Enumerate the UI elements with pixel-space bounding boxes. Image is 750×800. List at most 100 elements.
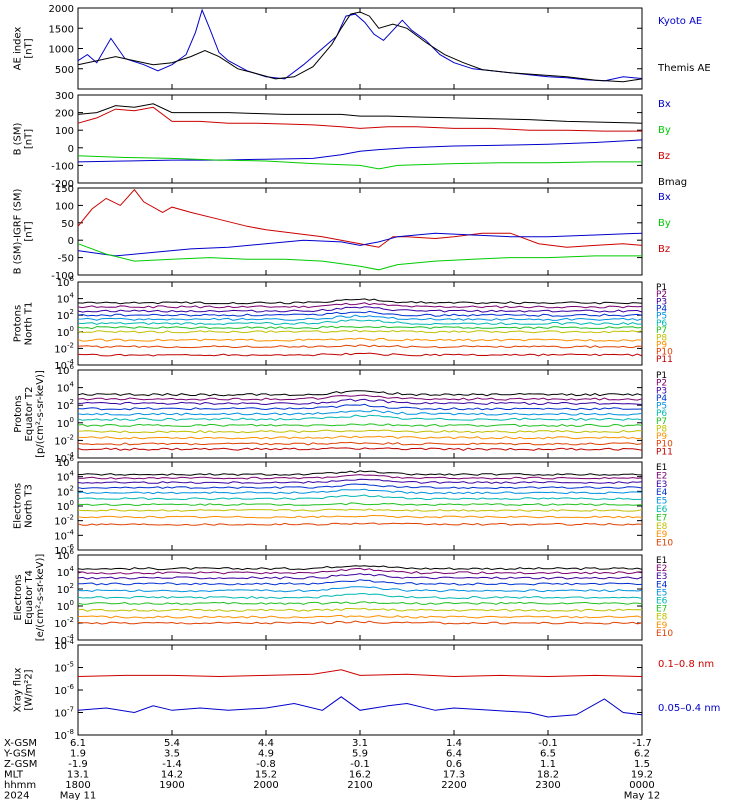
y-tick-label: 10-4 [54,638,74,652]
channel-line-E1 [77,565,643,571]
y-tick-label: 0 [68,144,74,155]
series-line-bx [77,139,643,163]
channel-line-P10 [77,344,643,349]
panel-ae: 500 1000 1500 2000 AE index [nT] Kyoto AE Themi… [13,4,711,90]
channel-line-P11 [77,352,643,357]
x-row-value: 1.5 [634,759,650,770]
channel-line-P2 [77,302,643,309]
x-row-value: -1.4 [162,759,182,770]
channel-line-E1 [77,470,643,476]
x-row-value: 1.4 [446,738,462,749]
y-tick-label: 102 [57,582,74,596]
y-axis-label: [W/m²2] [24,669,35,710]
channel-line-E5 [77,586,643,593]
channel-line-E10 [77,522,643,526]
legend-channel: E2 [656,564,667,574]
channel-line-E8 [77,508,643,512]
x-row-value: 16.2 [349,770,371,781]
legend-channel: E8 [656,613,668,623]
channel-line-P8 [77,329,643,334]
x-row-value: 19.2 [631,770,653,781]
y-tick-label: 100 [57,599,74,613]
legend-entry: Themis AE [657,63,711,74]
panel-frame [77,461,643,551]
channel-line-E9 [77,614,643,619]
y-axis-label: B (SM)-IGRF (SM) [13,189,24,275]
y-tick-label: 150 [55,184,74,195]
x-row-value: 6.2 [634,749,650,760]
x-row-value: 3.5 [164,749,180,760]
y-tick-label: 10-4 [54,528,74,542]
legend-channel: P9 [656,340,667,350]
y-axis-label: Electrons [13,574,24,620]
channel-line-E5 [77,488,643,495]
y-axis-label: North T1 [24,302,35,346]
legend-channel: P3 [656,297,667,307]
legend-entry: Kyoto AE [658,16,702,27]
series-line-kyoto-ae [77,8,643,82]
legend-entry: Bz [658,244,670,255]
x-row-value: May 12 [624,791,661,800]
panel-frame [77,187,643,276]
panel-bsm: -200 -100 0 100 200 300 B (SM) [nT] Bx By Bz Bmag [13,91,688,190]
x-row-value: 2300 [535,780,560,791]
x-row-value: 2100 [347,780,372,791]
channel-line-P5 [77,314,643,321]
legend-channel: P2 [656,290,667,300]
channel-line-P8 [77,429,643,434]
x-row-value: -0.8 [256,759,276,770]
legend-channel: E10 [656,539,673,549]
legend-channel: P9 [656,432,667,442]
channel-line-E2 [77,474,643,480]
channel-line-P4 [77,310,643,317]
series-line-0-05-0-4-nm [77,696,643,718]
series-line-bz [77,106,642,132]
legend-channel: E4 [656,580,668,590]
y-tick-label: 106 [57,363,75,377]
legend-channel: P7 [656,417,667,427]
y-axis-label: Equator T2 [24,387,35,442]
y-tick-label: 100 [57,499,74,513]
channel-line-P7 [77,423,643,428]
legend-channel: E6 [656,505,668,515]
y-tick-label: 104 [57,381,75,395]
y-axis-label: Xray flux [13,668,24,713]
y-tick-label: 10-2 [54,341,74,355]
x-row-value: 4.4 [258,738,274,749]
y-tick-label: 106 [57,455,75,469]
x-row-value: 15.2 [255,770,277,781]
channel-line-P6 [77,319,642,326]
y-axis-label: [nT] [24,38,35,58]
channel-line-P5 [77,409,643,416]
legend-channel: P11 [656,447,673,457]
legend-channel: P1 [656,283,667,293]
legend-channel: E5 [656,497,667,507]
series-line-by [77,243,642,271]
x-row-value: 6.5 [540,749,556,760]
channel-line-E4 [77,579,643,586]
y-tick-label: -50 [58,254,74,265]
y-tick-label: 100 [55,126,74,137]
y-tick-label: 10-2 [54,616,74,630]
channel-line-E8 [77,607,643,612]
series-line-by [77,155,642,170]
legend-channel: E9 [656,621,668,631]
y-tick-label: -100 [51,271,74,282]
y-tick-label: 50 [61,219,74,230]
y-axis-label: Protons [13,395,24,432]
x-row-label: Y-GSM [3,749,36,760]
x-row-value: 17.3 [443,770,465,781]
y-tick-label: 106 [57,275,75,289]
y-tick-label: 10-7 [54,706,74,720]
x-row-label: X-GSM [4,738,37,749]
y-tick-label: 1500 [49,24,74,35]
y-tick-label: 1000 [49,45,74,56]
y-axis-label: [e/(cm²-s-sr-keV)] [35,554,46,642]
legend-channel: P6 [656,319,667,329]
y-axis-label: AE index [13,27,24,71]
x-row-value: May 11 [60,791,97,800]
x-row-value: 6.4 [446,749,462,760]
y-axis-label: [nT] [24,129,35,149]
